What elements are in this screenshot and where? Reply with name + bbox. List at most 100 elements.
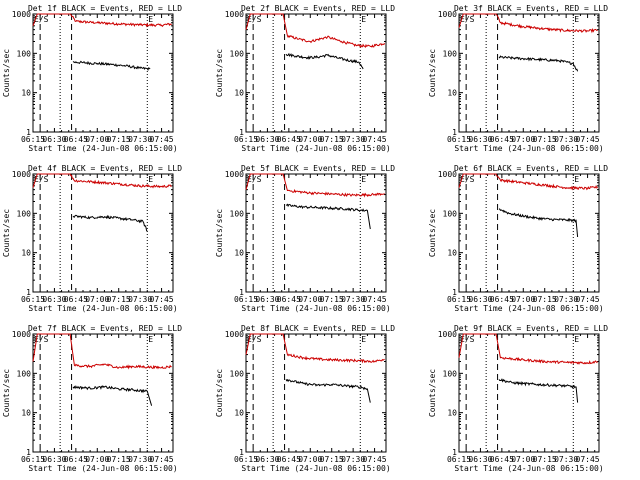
y-tick-label: 1 xyxy=(452,448,457,457)
series-line-lld xyxy=(458,13,598,34)
y-axis-label: Counts/sec xyxy=(2,369,11,417)
chart-panel-3: Det 3f BLACK = Events, RED = LLD Counts/s… xyxy=(428,4,608,153)
chart-title: Det 1f BLACK = Events, RED = LLD xyxy=(28,4,182,13)
x-axis-label: Start Time (24-Jun-08 06:15:00) xyxy=(28,304,177,313)
y-tick-label: 1000 xyxy=(225,10,244,19)
y-tick-label: 1 xyxy=(239,128,244,137)
marker-es-label: E/S xyxy=(247,175,262,184)
y-tick-label: 10 xyxy=(234,249,244,258)
y-axis-label: Counts/sec xyxy=(428,209,437,257)
marker-es-label: E/S xyxy=(460,335,475,344)
x-tick-label: 06:45 xyxy=(277,295,301,304)
y-tick-label: 1000 xyxy=(225,170,244,179)
series-line-lld xyxy=(458,333,599,365)
marker-es-label: E/S xyxy=(34,15,49,24)
chart-title: Det 7f BLACK = Events, RED = LLD xyxy=(28,324,182,333)
x-tick-label: 06:15 xyxy=(234,135,258,144)
y-axis-label: Counts/sec xyxy=(2,209,11,257)
x-tick-label: 07:30 xyxy=(341,455,365,464)
plot-frame xyxy=(245,13,387,133)
x-tick-label: 07:45 xyxy=(363,455,387,464)
x-tick-label: 07:00 xyxy=(85,455,109,464)
x-tick-label: 07:00 xyxy=(85,295,109,304)
y-tick-label: 1 xyxy=(26,288,31,297)
y-axis-label: Counts/sec xyxy=(428,369,437,417)
y-tick-label: 10 xyxy=(234,89,244,98)
chart-title: Det 3f BLACK = Events, RED = LLD xyxy=(454,4,608,13)
series-line-lld xyxy=(245,13,386,49)
plot-frame xyxy=(32,333,174,453)
marker-e-label: E xyxy=(361,175,366,184)
y-tick-label: 1000 xyxy=(12,10,31,19)
series-line-events xyxy=(498,55,579,72)
x-tick-label: 06:45 xyxy=(64,295,88,304)
x-tick-label: 07:45 xyxy=(363,295,387,304)
chart-panel-6: Det 6f BLACK = Events, RED = LLD Counts/s… xyxy=(428,164,608,313)
marker-es-label: E/S xyxy=(34,175,49,184)
series-line-lld xyxy=(458,173,599,191)
x-tick-label: 06:30 xyxy=(468,455,492,464)
y-axis-label: Counts/sec xyxy=(428,49,437,97)
x-tick-label: 07:15 xyxy=(320,295,344,304)
marker-es-label: E/S xyxy=(247,335,262,344)
x-tick-label: 06:30 xyxy=(255,455,279,464)
y-axis-label: Counts/sec xyxy=(215,209,224,257)
series-line-events xyxy=(285,52,364,70)
x-tick-label: 07:45 xyxy=(576,455,600,464)
marker-e-label: E xyxy=(148,175,153,184)
x-tick-label: 06:45 xyxy=(277,455,301,464)
x-tick-label: 06:15 xyxy=(21,455,45,464)
chart-title: Det 8f BLACK = Events, RED = LLD xyxy=(241,324,395,333)
x-tick-label: 07:00 xyxy=(511,135,535,144)
y-tick-label: 1000 xyxy=(438,170,457,179)
y-tick-label: 1000 xyxy=(438,10,457,19)
chart-title: Det 9f BLACK = Events, RED = LLD xyxy=(454,324,608,333)
marker-e-label: E xyxy=(148,335,153,344)
chart-panel-4: Det 4f BLACK = Events, RED = LLD Counts/s… xyxy=(2,164,182,313)
y-tick-label: 100 xyxy=(17,49,32,58)
chart-panel-8: Det 8f BLACK = Events, RED = LLD Counts/s… xyxy=(215,324,395,473)
series-line-lld xyxy=(32,13,172,28)
y-axis-label: Counts/sec xyxy=(2,49,11,97)
x-tick-label: 06:45 xyxy=(490,455,514,464)
x-axis-label: Start Time (24-Jun-08 06:15:00) xyxy=(454,144,603,153)
marker-e-label: E xyxy=(574,175,579,184)
marker-es-label: E/S xyxy=(460,175,475,184)
y-tick-label: 100 xyxy=(230,49,245,58)
x-tick-label: 06:15 xyxy=(234,295,258,304)
x-tick-label: 07:15 xyxy=(533,455,557,464)
y-tick-label: 1 xyxy=(452,128,457,137)
series-line-lld xyxy=(245,173,385,198)
y-tick-label: 10 xyxy=(447,89,457,98)
y-tick-label: 10 xyxy=(21,89,31,98)
series-line-events xyxy=(72,385,153,406)
y-tick-label: 1 xyxy=(452,288,457,297)
x-tick-label: 06:30 xyxy=(255,295,279,304)
y-tick-label: 100 xyxy=(17,209,32,218)
x-tick-label: 07:15 xyxy=(320,455,344,464)
plot-frame xyxy=(245,333,387,453)
x-tick-label: 07:30 xyxy=(128,135,152,144)
series-line-events xyxy=(285,203,371,230)
x-tick-label: 07:00 xyxy=(85,135,109,144)
x-tick-label: 07:00 xyxy=(511,295,535,304)
y-tick-label: 1000 xyxy=(12,330,31,339)
x-tick-label: 07:15 xyxy=(107,135,131,144)
y-tick-label: 10 xyxy=(447,409,457,418)
series-line-events xyxy=(498,208,579,238)
x-axis-label: Start Time (24-Jun-08 06:15:00) xyxy=(454,304,603,313)
x-tick-label: 06:15 xyxy=(447,455,471,464)
series-line-events xyxy=(72,214,148,232)
plot-frame xyxy=(245,173,387,293)
x-tick-label: 07:30 xyxy=(554,295,578,304)
chart-title: Det 2f BLACK = Events, RED = LLD xyxy=(241,4,395,13)
x-tick-label: 06:45 xyxy=(64,455,88,464)
y-tick-label: 10 xyxy=(447,249,457,258)
y-tick-label: 1 xyxy=(26,128,31,137)
y-tick-label: 10 xyxy=(234,409,244,418)
x-tick-label: 07:30 xyxy=(554,455,578,464)
x-axis-label: Start Time (24-Jun-08 06:15:00) xyxy=(241,464,390,473)
y-tick-label: 100 xyxy=(230,369,245,378)
marker-e-label: E xyxy=(574,335,579,344)
y-tick-label: 100 xyxy=(443,49,458,58)
